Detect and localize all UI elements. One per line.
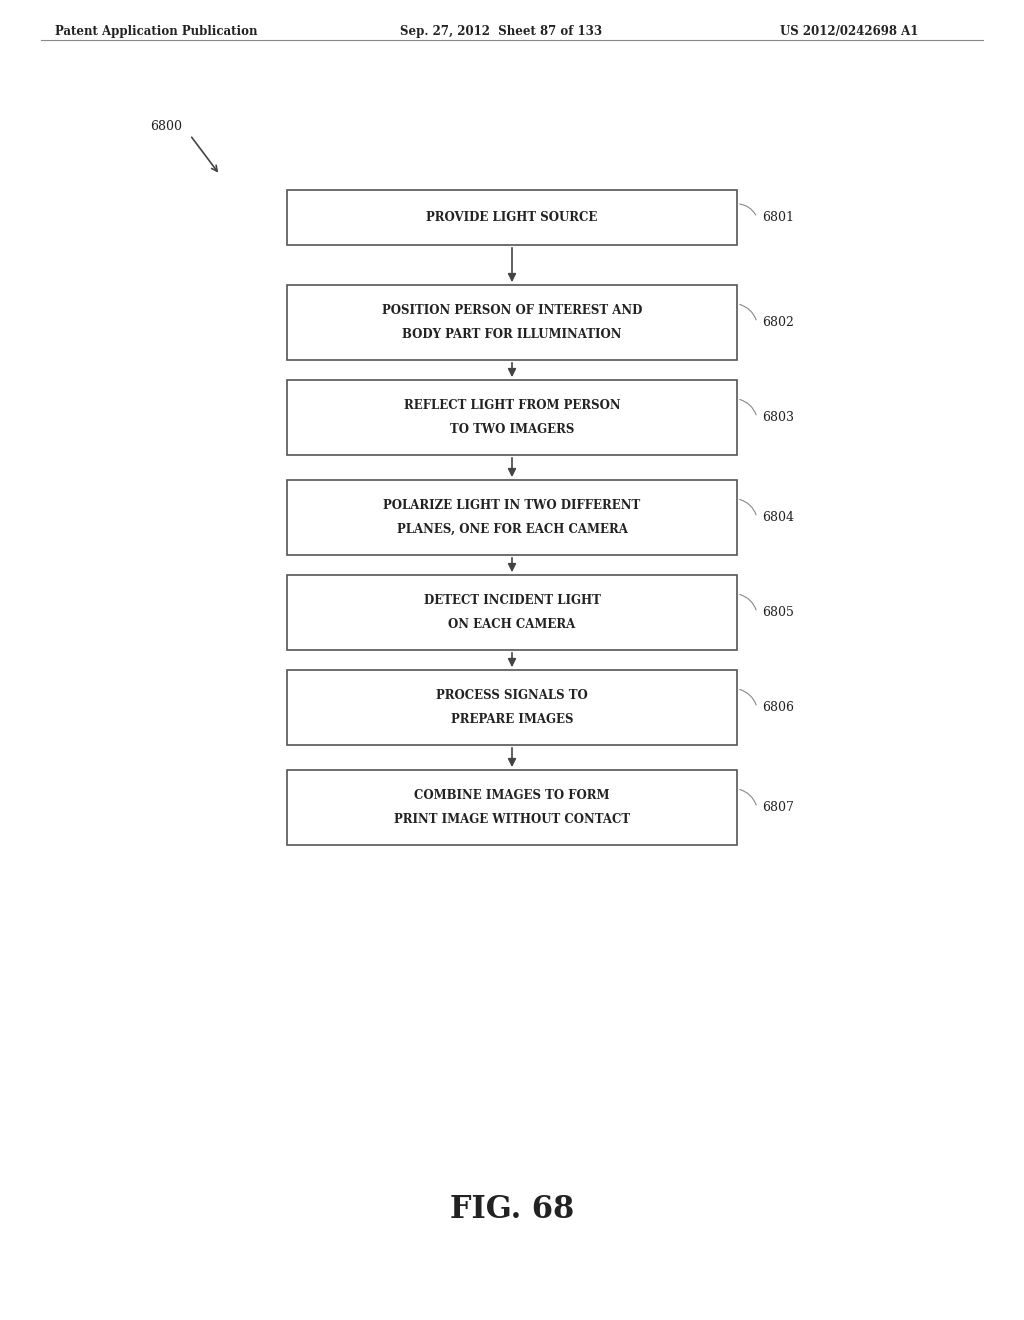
Text: 6802: 6802 — [762, 315, 794, 329]
Text: PREPARE IMAGES: PREPARE IMAGES — [451, 713, 573, 726]
Text: 6804: 6804 — [762, 511, 794, 524]
FancyBboxPatch shape — [287, 770, 737, 845]
Text: Patent Application Publication: Patent Application Publication — [55, 25, 257, 38]
Text: PLANES, ONE FOR EACH CAMERA: PLANES, ONE FOR EACH CAMERA — [396, 523, 628, 536]
Text: POSITION PERSON OF INTEREST AND: POSITION PERSON OF INTEREST AND — [382, 304, 642, 317]
Text: 6801: 6801 — [762, 211, 794, 224]
FancyBboxPatch shape — [287, 190, 737, 246]
FancyBboxPatch shape — [287, 380, 737, 455]
Text: 6803: 6803 — [762, 411, 794, 424]
Text: ON EACH CAMERA: ON EACH CAMERA — [449, 618, 575, 631]
Text: Sep. 27, 2012  Sheet 87 of 133: Sep. 27, 2012 Sheet 87 of 133 — [400, 25, 602, 38]
Text: COMBINE IMAGES TO FORM: COMBINE IMAGES TO FORM — [415, 789, 609, 803]
Text: FIG. 68: FIG. 68 — [450, 1195, 574, 1225]
Text: POLARIZE LIGHT IN TWO DIFFERENT: POLARIZE LIGHT IN TWO DIFFERENT — [383, 499, 641, 512]
Text: 6806: 6806 — [762, 701, 794, 714]
Text: BODY PART FOR ILLUMINATION: BODY PART FOR ILLUMINATION — [402, 327, 622, 341]
Text: PROVIDE LIGHT SOURCE: PROVIDE LIGHT SOURCE — [426, 211, 598, 224]
FancyBboxPatch shape — [287, 576, 737, 649]
Text: PROCESS SIGNALS TO: PROCESS SIGNALS TO — [436, 689, 588, 702]
FancyBboxPatch shape — [287, 671, 737, 744]
Text: US 2012/0242698 A1: US 2012/0242698 A1 — [780, 25, 919, 38]
Text: REFLECT LIGHT FROM PERSON: REFLECT LIGHT FROM PERSON — [403, 399, 621, 412]
Text: DETECT INCIDENT LIGHT: DETECT INCIDENT LIGHT — [424, 594, 600, 607]
Text: 6805: 6805 — [762, 606, 794, 619]
Text: 6807: 6807 — [762, 801, 794, 814]
Text: PRINT IMAGE WITHOUT CONTACT: PRINT IMAGE WITHOUT CONTACT — [394, 813, 630, 826]
FancyBboxPatch shape — [287, 480, 737, 554]
Text: TO TWO IMAGERS: TO TWO IMAGERS — [450, 422, 574, 436]
FancyBboxPatch shape — [287, 285, 737, 360]
Text: 6800: 6800 — [150, 120, 182, 133]
